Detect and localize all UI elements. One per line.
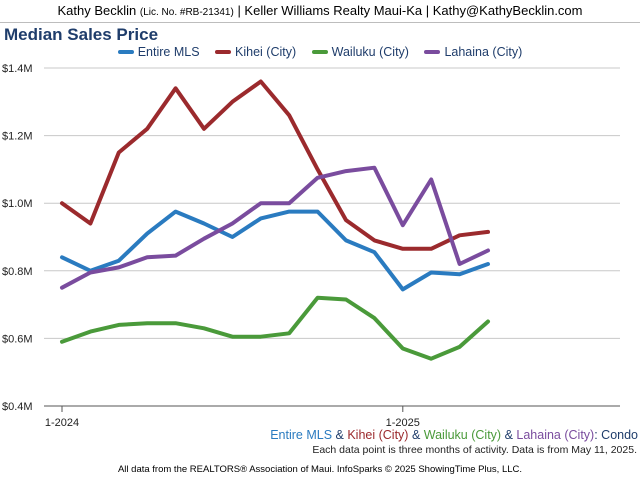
legend-swatch-lahaina: [424, 49, 441, 54]
series-line-kihei-city: [60, 79, 490, 251]
series-line-lahaina-city: [60, 165, 490, 290]
legend-label: Wailuku (City): [331, 45, 409, 59]
chart-title: Median Sales Price: [4, 25, 159, 44]
subtitle-sep: &: [408, 428, 424, 442]
subtitle-lahaina: Lahaina (City): [516, 428, 595, 442]
agent-contact: | Keller Williams Realty Maui-Ka | Kathy…: [237, 3, 583, 18]
subtitle-entire-mls: Entire MLS: [270, 428, 333, 442]
legend-label: Entire MLS: [137, 45, 200, 59]
subtitle-suffix: : Condo: [594, 428, 638, 442]
legend-label: Lahaina (City): [444, 45, 523, 59]
x-tick-label: 1-2025: [386, 417, 420, 429]
y-tick-label: $0.4M: [2, 401, 33, 413]
legend-swatch-wailuku: [311, 49, 328, 54]
data-note: Each data point is three months of activ…: [312, 444, 637, 456]
agent-name: Kathy Becklin: [57, 3, 137, 18]
y-tick-label: $1.2M: [2, 131, 33, 143]
header-bar: Kathy Becklin (Lic. No. #RB-21341) | Kel…: [0, 0, 640, 23]
subtitle-kihei: Kihei (City): [347, 428, 409, 442]
series-line-entire-mls: [60, 209, 490, 292]
chart-subtitle: Entire MLS & Kihei (City) & Wailuku (Cit…: [270, 428, 638, 442]
legend-swatch-kihei: [215, 49, 232, 54]
legend: Entire MLS Kihei (City) Wailuku (City) L…: [0, 45, 640, 59]
legend-item-kihei[interactable]: Kihei (City): [215, 45, 296, 59]
subtitle-wailuku: Wailuku (City): [423, 428, 502, 442]
x-tick-label: 1-2024: [45, 417, 79, 429]
legend-label: Kihei (City): [235, 45, 297, 59]
legend-swatch-entire-mls: [117, 49, 134, 54]
y-tick-label: $0.6M: [2, 333, 33, 345]
footer: All data from the REALTORS® Association …: [117, 464, 523, 475]
subtitle-sep: &: [332, 428, 348, 442]
series-line-wailuku-city: [60, 295, 490, 361]
license-number: (Lic. No. #RB-21341): [139, 7, 234, 18]
y-tick-label: $1.4M: [2, 63, 33, 75]
y-tick-label: $1.0M: [2, 198, 33, 210]
subtitle-sep: &: [501, 428, 517, 442]
y-tick-label: $0.8M: [2, 266, 33, 278]
legend-item-wailuku[interactable]: Wailuku (City): [311, 45, 409, 59]
legend-item-entire-mls[interactable]: Entire MLS: [117, 45, 200, 59]
legend-item-lahaina[interactable]: Lahaina (City): [424, 45, 522, 59]
